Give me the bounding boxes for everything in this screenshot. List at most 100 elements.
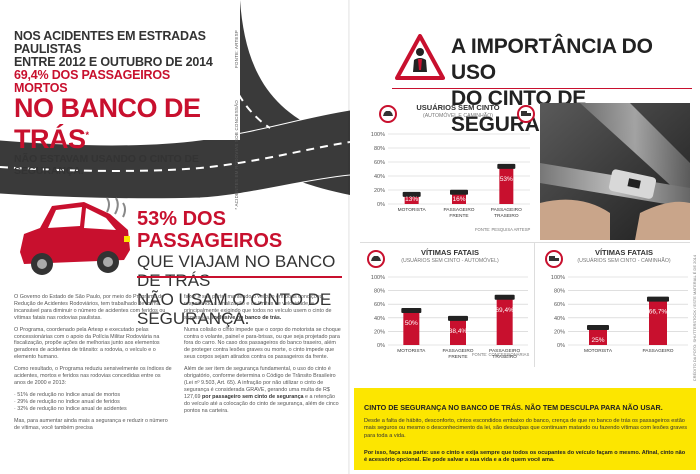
- photo-credit: CRÉDITO DA FOTO: SHUTTERSTOCK / ESTE MAT…: [692, 255, 697, 382]
- paragraph: Numa colisão o cinto impede que o corpo …: [184, 326, 341, 361]
- icon-shape: [521, 111, 527, 116]
- vertical-source-note: FONTE: ARTESP: [234, 30, 239, 69]
- callout-body: Desde a falta de hábito, desconforto, ci…: [364, 418, 688, 439]
- chart-title: VÍTIMAS FATAIS: [595, 248, 653, 257]
- stat-line-5: NÃO ESTAVAM USANDO O CINTO DE SEGURANÇA.: [14, 153, 199, 177]
- y-tick-label: 80%: [374, 289, 385, 295]
- chart-svg: VÍTIMAS FATAIS(USUÁRIOS SEM CINTO - CAMI…: [545, 248, 688, 354]
- headline-line-3: NÃO USAM O CINTO DE SEGURANÇA.: [137, 290, 332, 328]
- chart-source-1: FONTE: PESQUISA ARTESP: [475, 227, 531, 232]
- right-page: A IMPORTÂNCIA DO USO DO CINTO DE SEGURAN…: [350, 0, 700, 474]
- paragraph-text: e a retenção do veículo até a colocação …: [184, 393, 339, 414]
- bar-cap: [401, 308, 422, 313]
- y-tick-label: 100%: [371, 275, 385, 281]
- chart-divider: [534, 242, 535, 367]
- data-label: 13%: [405, 196, 418, 203]
- y-tick-label: 80%: [554, 289, 565, 295]
- y-tick-label: 60%: [374, 302, 385, 308]
- bar-cap: [494, 294, 515, 300]
- y-tick-label: 0%: [557, 343, 565, 349]
- chart-subtitle: (USUÁRIOS SEM CINTO - AUTOMÓVEL): [401, 257, 499, 264]
- paragraph-bold: inclusive no banco de trás.: [212, 314, 282, 321]
- bar: [403, 311, 420, 345]
- headline-line-1: 53% DOS PASSAGEIROS: [137, 208, 283, 252]
- list-item: · 51% de redução no índice anual de mort…: [14, 391, 121, 398]
- car-icon: [379, 105, 397, 123]
- stat-footnote-mark: *: [85, 130, 90, 140]
- callout-box: [354, 388, 696, 470]
- y-tick-label: 100%: [371, 132, 385, 138]
- bar-cap: [450, 189, 468, 195]
- data-label: 38,4%: [449, 328, 468, 335]
- y-tick-label: 0%: [377, 343, 385, 349]
- left-page: NOS ACIDENTES EM ESTRADAS PAULISTAS ENTR…: [0, 0, 350, 436]
- paragraph-text: Além de ser item de segurança fundamenta…: [184, 366, 336, 400]
- bar: [404, 194, 419, 204]
- section-divider: [360, 242, 690, 243]
- chart-svg: VÍTIMAS FATAIS(USUÁRIOS SEM CINTO - AUTO…: [367, 248, 528, 360]
- paragraph: Mas, para aumentar ainda mais a seguranç…: [14, 417, 168, 431]
- y-tick-label: 0%: [377, 202, 385, 208]
- chart-subtitle: (AUTOMÓVEL E CAMINHÃO): [423, 112, 493, 119]
- category-label: MOTORISTA: [584, 348, 613, 354]
- paragraph-bold: por passageiro sem cinto de segurança: [202, 393, 304, 400]
- bar: [589, 328, 607, 345]
- chart-usuarios-sem-cinto: USUÁRIOS SEM CINTO (AUTOMÓVEL E CAMINHÃO)…: [358, 100, 536, 238]
- y-tick-label: 20%: [554, 329, 565, 335]
- data-label: 66,7%: [649, 309, 668, 316]
- y-tick-label: 40%: [374, 174, 385, 180]
- category-label: PASSAGEIRO: [491, 207, 522, 213]
- category-label: PASSAGEIRO: [443, 207, 474, 213]
- icon-shape: [555, 258, 559, 261]
- stat-line-2: ENTRE 2012 E OUTUBRO DE 2014: [14, 55, 213, 69]
- y-tick-label: 20%: [374, 188, 385, 194]
- y-tick-label: 20%: [374, 329, 385, 335]
- chart-svg: USUÁRIOS SEM CINTO(AUTOMÓVEL E CAMINHÃO)…: [371, 103, 535, 219]
- paragraph: Como resultado, o Programa reduziu sensi…: [14, 366, 172, 386]
- y-tick-label: 40%: [374, 316, 385, 322]
- bar-cap: [647, 296, 669, 302]
- bar: [496, 297, 513, 345]
- stat-line-3: 69,4% DOS PASSAGEIROS MORTOS: [14, 68, 171, 95]
- bar-cap: [497, 163, 516, 169]
- callout-title: CINTO DE SEGURANÇA NO BANCO DE TRÁS. NÃO…: [364, 403, 663, 412]
- chart-vitimas-caminhao: VÍTIMAS FATAIS (USUÁRIOS SEM CINTO - CAMI…: [538, 245, 694, 363]
- bar: [649, 299, 667, 345]
- vertical-footnote: * ACIDENTES EM RODOVIAS SOB CONCESSÃO: [234, 100, 239, 210]
- category-label: PASSAGEIRO: [642, 348, 673, 354]
- bar-cap: [587, 325, 609, 330]
- stat-line-1: NOS ACIDENTES EM ESTRADAS PAULISTAS: [14, 29, 206, 56]
- seatbelt-photo: [540, 103, 690, 240]
- headline-53: 53% DOS PASSAGEIROS QUE VIAJAM NO BANCO …: [137, 208, 347, 328]
- category-label: FRENTE: [449, 213, 468, 219]
- icon-shape: [371, 256, 381, 261]
- y-tick-label: 100%: [551, 275, 565, 281]
- bar-cap: [448, 315, 468, 321]
- text-column-1: O Governo do Estado de São Paulo, por me…: [14, 294, 172, 436]
- category-label: PASSAGEIRO: [489, 348, 520, 354]
- category-label: FRENTE: [448, 354, 467, 360]
- crashed-car-illustration: [20, 197, 130, 275]
- chart-title: VÍTIMAS FATAIS: [421, 248, 479, 257]
- data-label: 50%: [405, 320, 418, 327]
- page-title: A IMPORTÂNCIA DO USO DO CINTO DE SEGURAN…: [451, 34, 691, 138]
- truck-icon: [545, 250, 563, 268]
- data-label: 16%: [452, 196, 465, 203]
- category-label: PASSAGEIRO: [442, 348, 473, 354]
- chart-vitimas-automovel: VÍTIMAS FATAIS (USUÁRIOS SEM CINTO - AUTO…: [358, 245, 534, 363]
- data-label: 53%: [500, 176, 513, 183]
- stat-line-4-text: NO BANCO DE TRÁS: [14, 93, 201, 154]
- category-label: TRASEIRO: [494, 213, 519, 219]
- chart-subtitle: (USUÁRIOS SEM CINTO - CAMINHÃO): [577, 257, 671, 264]
- bar-cap: [402, 191, 421, 197]
- icon-shape: [549, 256, 555, 261]
- headline-underline: [137, 276, 342, 278]
- paragraph: Além de ser item de segurança fundamenta…: [184, 366, 342, 414]
- category-label: MOTORISTA: [397, 348, 426, 354]
- chart-source-2: FONTE: CONCESSIONÁRIAS: [472, 352, 530, 357]
- paragraph: fazer a sua parte: mantendo o veículo em…: [184, 294, 342, 322]
- truck-icon: [517, 105, 535, 123]
- seatbelt-photo-art: [540, 103, 690, 240]
- text-column-2: fazer a sua parte: mantendo o veículo em…: [184, 294, 342, 420]
- bar: [450, 318, 466, 345]
